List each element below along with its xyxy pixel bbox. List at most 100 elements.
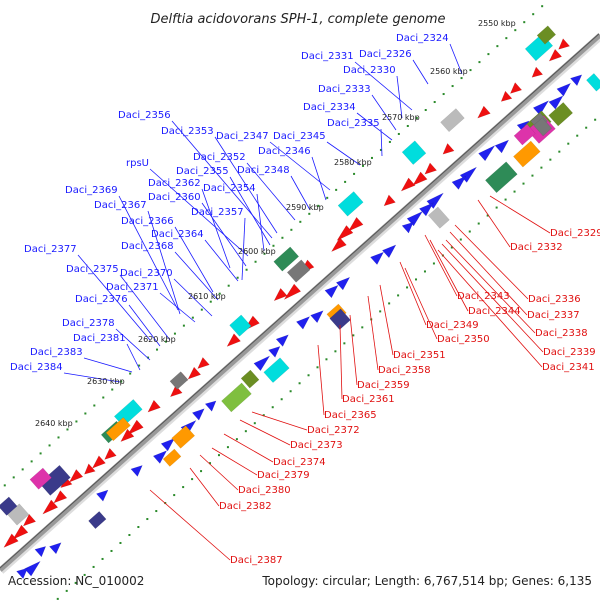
forward-gene-arrow bbox=[275, 334, 289, 347]
tick-dot bbox=[513, 190, 516, 193]
leader-line bbox=[119, 274, 171, 341]
gene-label-daci_2375: Daci_2375 bbox=[66, 264, 119, 275]
tick-dot bbox=[138, 364, 141, 367]
reverse-gene-arrow bbox=[442, 142, 455, 155]
tick-dot bbox=[495, 206, 498, 209]
tick-dot bbox=[137, 526, 140, 529]
gene-label-daci_2347: Daci_2347 bbox=[216, 131, 269, 142]
tick-dot bbox=[325, 358, 328, 361]
tick-dot bbox=[478, 61, 481, 64]
forward-gene-arrow bbox=[324, 284, 339, 299]
leader-line bbox=[63, 372, 121, 383]
tick-dot bbox=[119, 541, 122, 544]
forward-gene-arrow bbox=[401, 221, 414, 234]
leader-line bbox=[311, 156, 327, 201]
tick-dot bbox=[83, 573, 86, 576]
tick-dot bbox=[101, 557, 104, 560]
backbone-line bbox=[0, 33, 600, 572]
tick-dot bbox=[48, 444, 51, 447]
leader-line bbox=[396, 75, 403, 119]
gene-label-daci_2341: Daci_2341 bbox=[542, 362, 595, 373]
feature-block bbox=[286, 259, 311, 283]
tick-dot bbox=[147, 356, 150, 359]
leader-line bbox=[477, 199, 511, 248]
forward-gene-arrow bbox=[268, 345, 281, 358]
kbp-label: 2550 kbp bbox=[478, 19, 516, 28]
forward-gene-arrow bbox=[310, 310, 324, 324]
tick-dot bbox=[244, 430, 247, 433]
leader-line bbox=[354, 61, 413, 111]
tick-dot bbox=[504, 198, 507, 201]
reverse-gene-arrow bbox=[104, 447, 117, 460]
gene-label-daci_2346: Daci_2346 bbox=[258, 146, 311, 157]
tick-dot bbox=[200, 470, 203, 473]
kbp-label: 2600 kbp bbox=[238, 247, 276, 256]
gene-label-daci_2338: Daci_2338 bbox=[535, 328, 588, 339]
tick-dot bbox=[326, 196, 329, 199]
tick-dot bbox=[12, 476, 15, 479]
reverse-gene-arrow bbox=[187, 366, 202, 380]
tick-dot bbox=[362, 164, 365, 167]
tick-dot bbox=[93, 404, 96, 407]
reverse-gene-arrow bbox=[3, 533, 19, 548]
leader-line bbox=[349, 314, 358, 386]
kbp-label: 2580 kbp bbox=[334, 158, 372, 167]
gene-label-daci_2360: Daci_2360 bbox=[148, 192, 201, 203]
forward-gene-arrow bbox=[335, 276, 351, 291]
reverse-gene-arrow bbox=[83, 463, 96, 475]
tick-dot bbox=[379, 310, 382, 313]
leader-line bbox=[449, 43, 463, 75]
tick-dot bbox=[92, 565, 95, 568]
leader-line bbox=[445, 239, 536, 334]
tick-dot bbox=[531, 174, 534, 177]
reverse-gene-arrow bbox=[531, 66, 544, 78]
leader-line bbox=[118, 195, 179, 311]
forward-gene-arrow bbox=[204, 400, 217, 412]
feature-block bbox=[273, 246, 300, 272]
tick-dot bbox=[155, 510, 158, 513]
leader-line bbox=[128, 304, 161, 347]
feature-block bbox=[536, 25, 557, 45]
reverse-gene-arrow bbox=[283, 283, 302, 301]
tick-dot bbox=[397, 294, 400, 297]
leader-line bbox=[115, 328, 151, 361]
gene-label-daci_2326: Daci_2326 bbox=[359, 49, 412, 60]
tick-dot bbox=[361, 326, 364, 329]
tick-dot bbox=[379, 148, 382, 151]
tick-dot bbox=[406, 286, 409, 289]
tick-dot bbox=[21, 468, 24, 471]
tick-dot bbox=[146, 518, 149, 521]
tick-dot bbox=[236, 276, 239, 279]
forward-gene-arrow bbox=[418, 202, 434, 217]
forward-gene-arrow bbox=[253, 355, 271, 372]
tick-dot bbox=[272, 244, 275, 247]
leader-line bbox=[290, 175, 311, 211]
gene-label-daci_2336: Daci_2336 bbox=[528, 294, 581, 305]
reverse-gene-arrow bbox=[197, 356, 210, 370]
feature-block bbox=[533, 117, 553, 137]
gene-label-daci_2378: Daci_2378 bbox=[62, 318, 115, 329]
forward-gene-arrow bbox=[451, 175, 467, 190]
tick-dot bbox=[39, 452, 42, 455]
feature-block bbox=[240, 369, 260, 389]
gene-label-daci_2351: Daci_2351 bbox=[393, 350, 446, 361]
tick-dot bbox=[217, 454, 220, 457]
leader-line bbox=[204, 239, 239, 282]
forward-gene-arrow bbox=[24, 560, 41, 577]
gene-label-daci_2387: Daci_2387 bbox=[230, 555, 283, 566]
gene-label-daci_2370: Daci_2370 bbox=[120, 268, 173, 279]
gene-label-daci_2358: Daci_2358 bbox=[378, 365, 431, 376]
forward-gene-arrow bbox=[369, 251, 385, 266]
tick-dot bbox=[370, 156, 373, 159]
tick-dot bbox=[74, 581, 77, 584]
tick-dot bbox=[56, 597, 59, 600]
feature-block bbox=[329, 308, 351, 331]
gene-label-daci_2344: Daci_2344 bbox=[468, 306, 521, 317]
gene-label-daci_2333: Daci_2333 bbox=[318, 84, 371, 95]
gene-label-daci_2352: Daci_2352 bbox=[193, 152, 246, 163]
tick-dot bbox=[532, 13, 535, 16]
forward-gene-arrow bbox=[478, 144, 496, 162]
tick-dot bbox=[110, 549, 113, 552]
gene-label-daci_2383: Daci_2383 bbox=[30, 347, 83, 358]
